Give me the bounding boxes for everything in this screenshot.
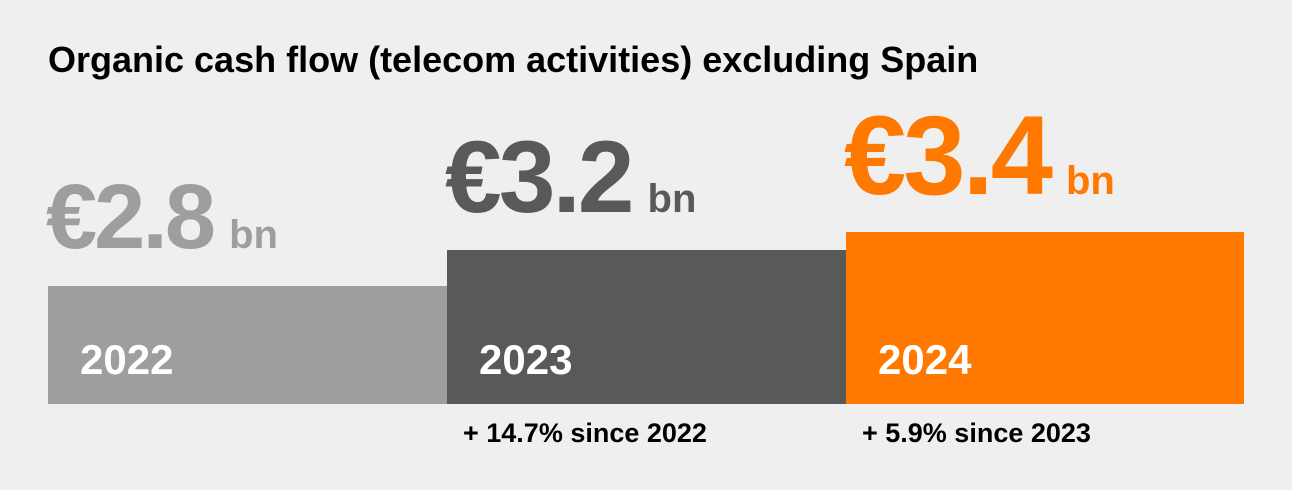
value-label-2024: €3.4 bn (844, 93, 1115, 218)
year-label-2023: 2023 (479, 336, 572, 383)
year-label-2024: 2024 (878, 336, 972, 383)
value-unit-2022: bn (229, 213, 278, 257)
bar-2023 (447, 250, 846, 404)
value-amount-2022: €2.8 (46, 166, 214, 268)
value-unit-2024: bn (1066, 159, 1115, 203)
bar-2022 (48, 286, 447, 404)
growth-label-2023: + 14.7% since 2022 (463, 418, 707, 448)
value-label-2022: €2.8 bn (46, 166, 278, 268)
growth-label-2024: + 5.9% since 2023 (862, 418, 1091, 448)
year-label-2022: 2022 (80, 336, 173, 383)
bar-2024 (846, 232, 1244, 404)
value-amount-2024: €3.4 (844, 93, 1053, 218)
value-amount-2023: €3.2 (445, 120, 632, 234)
value-unit-2023: bn (648, 177, 697, 221)
chart-title: Organic cash flow (telecom activities) e… (48, 39, 979, 80)
value-label-2023: €3.2 bn (445, 120, 696, 234)
